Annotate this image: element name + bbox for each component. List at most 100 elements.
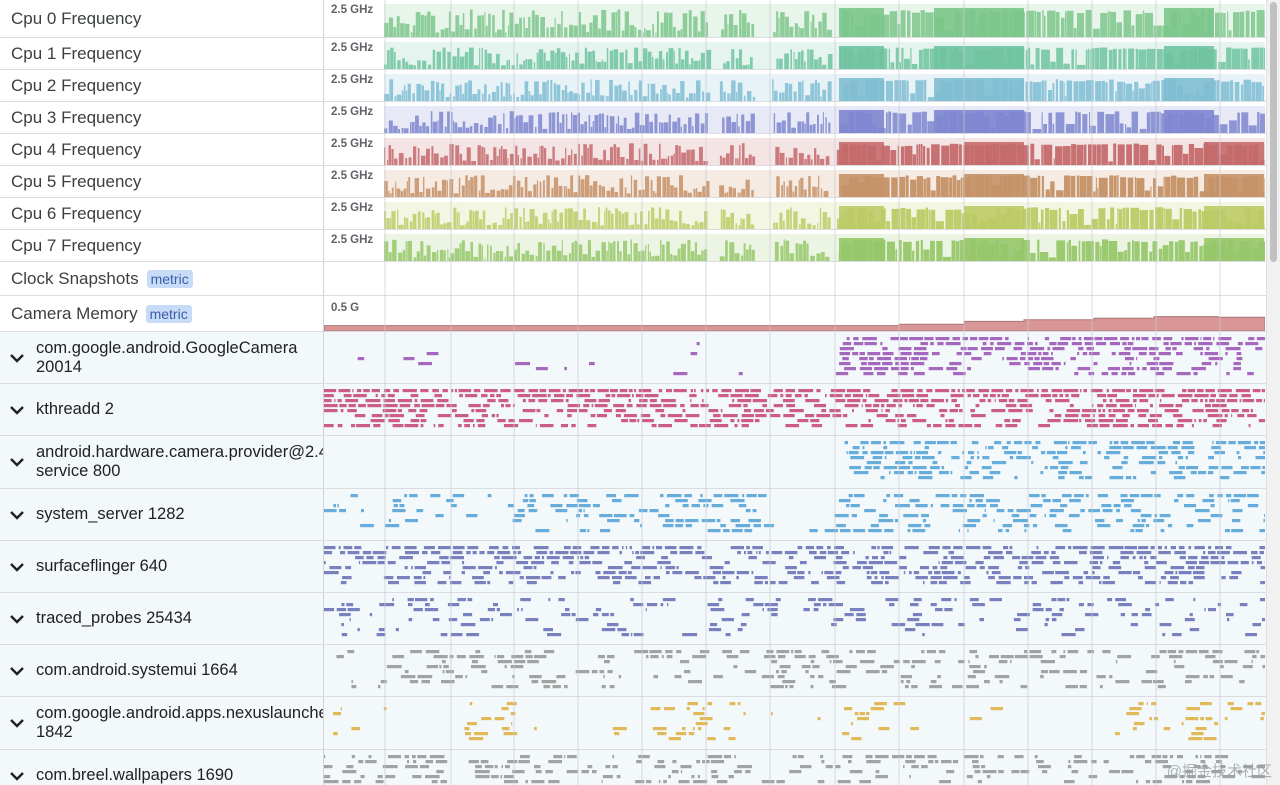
counter-graph (384, 4, 1265, 37)
track-traced-probes-25434: traced_probes 25434 (0, 593, 1280, 645)
track-label[interactable]: com.breel.wallpapers 1690 (0, 750, 324, 785)
chevron-down-icon[interactable] (8, 767, 26, 785)
track-content[interactable] (324, 384, 1265, 435)
track-content[interactable] (324, 489, 1265, 540)
counter-max-value: 2.5 GHz (330, 42, 375, 54)
track-content[interactable]: 2.5 GHz (324, 134, 1265, 165)
counter-graph (324, 262, 1265, 295)
chevron-down-icon[interactable] (8, 349, 26, 367)
track-title: kthreadd 2 (36, 400, 114, 418)
track-label: Cpu 1 Frequency (0, 38, 324, 69)
counter-graph (324, 316, 1265, 331)
track-title: Cpu 0 Frequency (11, 8, 142, 28)
track-title: Camera Memory (11, 303, 138, 323)
counter-graph (384, 74, 1265, 101)
thread-slices (844, 441, 1265, 480)
track-cpu-3-frequency: Cpu 3 Frequency 2.5 GHz (0, 102, 1280, 134)
thread-slices (324, 755, 1265, 784)
track-title: Cpu 3 Frequency (11, 107, 142, 127)
scrollbar-thumb[interactable] (1270, 2, 1277, 262)
track-title: Cpu 5 Frequency (11, 171, 142, 191)
track-label: Cpu 2 Frequency (0, 70, 324, 101)
chevron-down-icon[interactable] (8, 662, 26, 680)
track-label[interactable]: traced_probes 25434 (0, 593, 324, 644)
track-cpu-5-frequency: Cpu 5 Frequency 2.5 GHz (0, 166, 1280, 198)
track-content[interactable]: 2.5 GHz (324, 230, 1265, 261)
track-title: Cpu 1 Frequency (11, 43, 142, 63)
track-label[interactable]: system_server 1282 (0, 489, 324, 540)
vertical-scrollbar[interactable] (1266, 0, 1280, 785)
track-com-android-systemui-1664: com.android.systemui 1664 (0, 645, 1280, 697)
chevron-down-icon[interactable] (8, 714, 26, 732)
track-cpu-2-frequency: Cpu 2 Frequency 2.5 GHz (0, 70, 1280, 102)
track-title: android.hardware.camera.provider@2.4-ser… (36, 443, 324, 480)
track-title: com.google.android.apps.nexuslauncher 18… (36, 704, 324, 741)
counter-max-value: 2.5 GHz (330, 74, 375, 86)
track-label: Camera Memory metric (0, 296, 324, 331)
track-content[interactable] (324, 541, 1265, 592)
track-title: com.google.android.GoogleCamera 20014 (36, 338, 298, 376)
track-com-google-android-googlecamera-20014: com.google.android.GoogleCamera 20014 (0, 332, 1280, 384)
counter-max-value: 2.5 GHz (330, 234, 375, 246)
track-content[interactable] (324, 332, 1265, 383)
counter-graph (384, 106, 1265, 133)
chevron-down-icon[interactable] (8, 401, 26, 419)
track-label: Clock Snapshots metric (0, 262, 324, 295)
track-label[interactable]: kthreadd 2 (0, 384, 324, 435)
track-label: Cpu 7 Frequency (0, 230, 324, 261)
track-label[interactable]: com.android.systemui 1664 (0, 645, 324, 696)
counter-graph (384, 42, 1265, 69)
thread-slices (336, 650, 1265, 689)
track-content[interactable] (324, 697, 1265, 749)
chevron-down-icon[interactable] (8, 453, 26, 471)
track-cpu-7-frequency: Cpu 7 Frequency 2.5 GHz (0, 230, 1280, 262)
track-title: Cpu 2 Frequency (11, 75, 142, 95)
track-cpu-6-frequency: Cpu 6 Frequency 2.5 GHz (0, 198, 1280, 230)
counter-max-value: 2.5 GHz (330, 106, 375, 118)
track-content[interactable] (324, 593, 1265, 644)
track-content[interactable]: 2.5 GHz (324, 198, 1265, 229)
track-label[interactable]: com.google.android.apps.nexuslauncher 18… (0, 697, 324, 749)
counter-max-value: 0.5 G (330, 302, 361, 314)
track-title: com.android.systemui 1664 (36, 661, 238, 679)
track-label: Cpu 3 Frequency (0, 102, 324, 133)
track-kthreadd-2: kthreadd 2 (0, 384, 1280, 436)
track-content[interactable]: 0.5 G (324, 296, 1265, 331)
track-content[interactable]: 2.5 GHz (324, 0, 1265, 37)
counter-max-value: 2.5 GHz (330, 4, 375, 16)
thread-slices (324, 598, 1265, 637)
metric-badge: metric (145, 304, 192, 323)
track-system-server-1282: system_server 1282 (0, 489, 1280, 541)
track-content[interactable]: 2.5 GHz (324, 102, 1265, 133)
track-camera-memory: Camera Memory metric 0.5 G (0, 296, 1280, 332)
track-content[interactable]: 2.5 GHz (324, 166, 1265, 197)
chevron-down-icon[interactable] (8, 506, 26, 524)
track-content[interactable] (324, 645, 1265, 696)
track-surfaceflinger-640: surfaceflinger 640 (0, 541, 1280, 593)
counter-graph (384, 170, 1265, 197)
chevron-down-icon[interactable] (8, 610, 26, 628)
track-label[interactable]: android.hardware.camera.provider@2.4-ser… (0, 436, 324, 488)
track-content[interactable] (324, 436, 1265, 488)
track-title: system_server 1282 (36, 505, 185, 523)
track-content[interactable]: 2.5 GHz (324, 38, 1265, 69)
track-content[interactable] (324, 262, 1265, 295)
thread-slices (357, 337, 1265, 376)
track-title: Cpu 4 Frequency (11, 139, 142, 159)
track-cpu-4-frequency: Cpu 4 Frequency 2.5 GHz (0, 134, 1280, 166)
track-title: surfaceflinger 640 (36, 557, 168, 575)
thread-slices (324, 494, 1265, 533)
thread-slices (324, 546, 1265, 585)
chevron-down-icon[interactable] (8, 558, 26, 576)
track-title: com.breel.wallpapers 1690 (36, 766, 234, 784)
track-label[interactable]: surfaceflinger 640 (0, 541, 324, 592)
counter-graph (384, 202, 1265, 229)
counter-max-value: 2.5 GHz (330, 170, 375, 182)
track-content[interactable]: 2.5 GHz (324, 70, 1265, 101)
track-label[interactable]: com.google.android.GoogleCamera 20014 (0, 332, 324, 383)
thread-slices (333, 702, 1265, 741)
track-clock-snapshots: Clock Snapshots metric (0, 262, 1280, 296)
track-content[interactable] (324, 750, 1265, 785)
counter-graph (384, 138, 1265, 165)
